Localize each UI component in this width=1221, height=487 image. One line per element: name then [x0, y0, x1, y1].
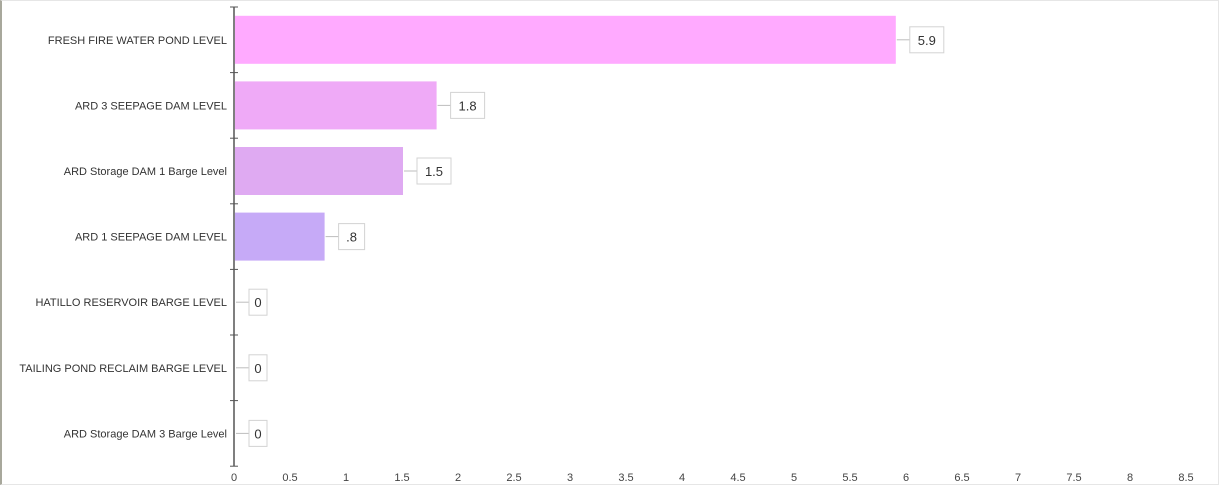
- category-label: ARD 1 SEEPAGE DAM LEVEL: [75, 232, 227, 244]
- x-tick-label: 7.5: [1066, 472, 1081, 484]
- value-label-box: [248, 288, 268, 316]
- x-tick-label: 6: [903, 472, 909, 484]
- x-tick-label: 2: [455, 472, 461, 484]
- value-label-box: [909, 26, 945, 54]
- x-tick-label: 3: [567, 472, 573, 484]
- bar[interactable]: [235, 15, 896, 64]
- x-tick-label: 3.5: [618, 472, 633, 484]
- axes: [230, 6, 238, 467]
- value-label: 0: [254, 361, 261, 376]
- category-label: HATILLO RESERVOIR BARGE LEVEL: [35, 297, 227, 309]
- value-label-box: [248, 419, 268, 447]
- x-tick-labels: 0 0.5 1 1.5 2 2.5 3 3.5 4 4.5 5 5.5 6 6.5 7 7.5 8 8.5: [231, 472, 1194, 484]
- value-label-box: [248, 354, 268, 382]
- value-label: 1.8: [459, 98, 477, 113]
- bar[interactable]: [235, 212, 325, 261]
- x-tick-label: 8: [1127, 472, 1133, 484]
- x-tick-label: 4.5: [730, 472, 745, 484]
- x-tick-label: 1.5: [394, 472, 409, 484]
- value-label: 1.5: [425, 164, 443, 179]
- x-tick-label: 0.5: [282, 472, 297, 484]
- value-label: .8: [346, 230, 357, 245]
- bars-layer: [235, 15, 896, 261]
- value-label: 5.9: [918, 33, 936, 48]
- value-label: 0: [254, 426, 261, 441]
- x-tick-label: 7: [1015, 472, 1021, 484]
- x-tick-label: 0: [231, 472, 237, 484]
- x-tick-label: 5.5: [842, 472, 857, 484]
- category-labels: FRESH FIRE WATER POND LEVEL ARD 3 SEEPAGE…: [19, 35, 227, 441]
- x-tick-label: 5: [791, 472, 797, 484]
- category-label: ARD 3 SEEPAGE DAM LEVEL: [75, 100, 227, 112]
- value-labels: 5.9 1.8 1.5 .8 0 0 0: [236, 26, 945, 447]
- x-tick-label: 6.5: [954, 472, 969, 484]
- value-label-box: [338, 223, 366, 251]
- bar[interactable]: [235, 81, 437, 130]
- x-tick-label: 1: [343, 472, 349, 484]
- bar[interactable]: [235, 147, 403, 195]
- category-label: TAILING POND RECLAIM BARGE LEVEL: [19, 363, 227, 375]
- x-tick-label: 2.5: [506, 472, 521, 484]
- value-label-box: [416, 157, 452, 185]
- value-label-box: [450, 91, 486, 119]
- x-tick-label: 4: [679, 472, 685, 484]
- category-label: FRESH FIRE WATER POND LEVEL: [48, 35, 227, 47]
- category-label: ARD Storage DAM 3 Barge Level: [64, 428, 227, 440]
- category-label: ARD Storage DAM 1 Barge Level: [64, 166, 227, 178]
- x-tick-label: 8.5: [1178, 472, 1193, 484]
- value-label: 0: [254, 295, 261, 310]
